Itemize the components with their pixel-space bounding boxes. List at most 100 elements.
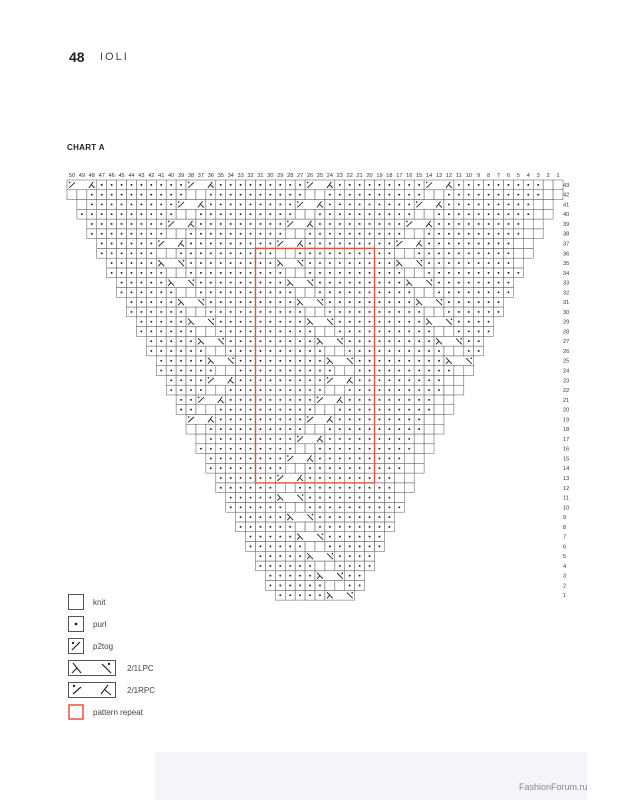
purl-dot-icon	[229, 486, 232, 489]
purl-dot-icon	[259, 525, 262, 528]
purl-dot-icon	[289, 564, 292, 567]
purl-dot-icon	[180, 252, 183, 255]
knit-cell	[324, 326, 336, 337]
column-number: 15	[416, 173, 422, 179]
purl-dot-icon	[497, 291, 500, 294]
purl-dot-icon	[358, 350, 361, 352]
purl-dot-icon	[517, 223, 520, 225]
purl-dot-icon	[199, 379, 202, 382]
purl-dot-icon	[160, 203, 163, 206]
purl-dot-icon	[487, 242, 490, 245]
purl-dot-icon	[378, 398, 381, 401]
purl-dot-icon	[130, 193, 133, 196]
purl-dot-icon	[140, 281, 143, 284]
purl-dot-icon	[438, 252, 440, 255]
purl-dot-icon	[199, 389, 202, 392]
purl-dot-icon	[229, 242, 232, 245]
chart-row-43	[66, 179, 564, 191]
purl-dot-icon	[348, 437, 351, 440]
purl-dot-icon	[319, 389, 321, 392]
purl-dot-icon	[269, 340, 272, 343]
purl-dot-icon	[328, 310, 331, 313]
purl-dot-icon	[328, 486, 331, 489]
purl-dot-icon	[289, 193, 292, 196]
purl-dot-icon	[229, 437, 232, 440]
purl-dot-icon	[438, 232, 440, 235]
purl-dot-icon	[487, 193, 490, 196]
purl-dot-icon	[249, 223, 252, 225]
purl-dot-icon	[338, 232, 341, 235]
purl-dot-icon	[378, 525, 381, 528]
purl-dot-icon	[110, 262, 113, 264]
purl-dot-icon	[517, 213, 520, 216]
purl-dot-icon	[477, 183, 480, 186]
purl-dot-icon	[209, 467, 212, 470]
purl-dot-icon	[269, 447, 272, 450]
purl-dot-icon	[358, 535, 361, 538]
purl-dot-icon	[348, 310, 351, 313]
purl-dot-icon	[319, 506, 321, 509]
purl-dot-icon	[110, 213, 113, 216]
purl-dot-icon	[408, 350, 411, 352]
purl-dot-icon	[279, 193, 282, 196]
row-number: 26	[563, 349, 569, 355]
purl-dot-icon	[130, 223, 133, 225]
purl-dot-icon	[140, 271, 143, 274]
purl-dot-icon	[239, 369, 242, 372]
purl-dot-icon	[269, 310, 272, 313]
knit-cell	[275, 482, 286, 493]
purl-dot-icon	[279, 330, 282, 333]
purl-dot-icon	[507, 242, 510, 245]
page-number: 48	[69, 49, 85, 65]
purl-dot-icon	[130, 213, 133, 216]
purl-dot-icon	[299, 486, 302, 489]
purl-dot-icon	[477, 330, 480, 333]
purl-dot-icon	[229, 398, 232, 401]
purl-dot-icon	[408, 213, 411, 216]
row-number: 4	[563, 564, 566, 570]
chart-row-2	[265, 580, 365, 591]
purl-dot-icon	[219, 223, 222, 225]
rpc-cable-symbol	[185, 414, 217, 425]
purl-dot-icon	[477, 193, 480, 196]
knit-cell	[324, 580, 336, 591]
lpc-cable-symbol	[205, 355, 236, 366]
knit-cell	[76, 199, 88, 210]
knit-cell	[225, 365, 236, 376]
purl-dot-icon	[209, 281, 212, 284]
purl-dot-icon	[130, 271, 133, 274]
purl-dot-icon	[120, 271, 123, 274]
purl-dot-icon	[259, 389, 262, 392]
purl-dot-icon	[487, 252, 490, 255]
knit-cell	[404, 228, 415, 239]
purl-dot-icon	[309, 232, 311, 235]
knit-cell	[433, 394, 445, 405]
knit-cell	[413, 228, 425, 239]
knit-cell	[433, 414, 445, 425]
purl-dot-icon	[358, 506, 361, 509]
knit-cell	[423, 414, 435, 425]
purl-dot-icon	[219, 457, 222, 460]
purl-dot-icon	[368, 545, 371, 548]
purl-dot-icon	[358, 291, 361, 294]
purl-dot-icon	[199, 369, 202, 372]
knit-cell	[294, 502, 306, 513]
purl-dot-icon	[279, 232, 282, 235]
purl-dot-icon	[358, 359, 361, 362]
purl-dot-icon	[180, 330, 183, 333]
purl-dot-icon	[388, 389, 391, 392]
purl-dot-icon	[190, 232, 192, 235]
purl-dot-icon	[269, 486, 272, 489]
purl-dot-icon	[199, 359, 202, 362]
purl-dot-icon	[190, 408, 192, 411]
knit-symbol-icon	[68, 594, 84, 610]
knit-cell	[205, 404, 217, 415]
knit-cell	[294, 209, 306, 220]
purl-dot-icon	[358, 525, 361, 528]
purl-dot-icon	[269, 232, 272, 235]
purl-dot-icon	[239, 281, 242, 284]
knit-cell	[66, 189, 78, 200]
purl-dot-icon	[289, 408, 292, 411]
knit-cell	[165, 248, 177, 259]
purl-dot-icon	[358, 389, 361, 392]
